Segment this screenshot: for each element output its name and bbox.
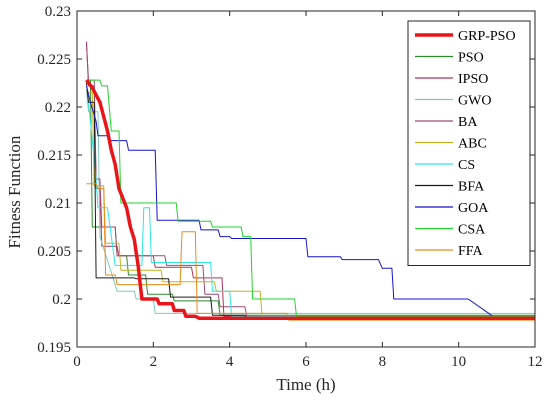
legend-label: PSO xyxy=(458,51,484,66)
x-tick-label: 12 xyxy=(528,354,543,370)
legend-label: GOA xyxy=(458,201,489,216)
y-tick-label: 0.22 xyxy=(45,100,71,116)
y-tick-label: 0.21 xyxy=(45,196,71,212)
series-line-ba xyxy=(86,44,535,317)
series-line-gwo xyxy=(86,89,535,314)
y-tick-label: 0.195 xyxy=(37,340,71,356)
legend-label: GRP-PSO xyxy=(458,29,516,44)
legend-label: BFA xyxy=(458,180,485,195)
axes-layer: 0 2 4 6 8 10 12 0.195 0.2 0.205 0.21 0.215 0.22 0.225… xyxy=(37,4,542,370)
legend: GRP-PSO PSO IPSO GWO BA ABC CS BFA GOA CSA FFA xyxy=(407,20,531,266)
series-line-cs xyxy=(86,101,535,317)
y-axis-title: Fitness Function xyxy=(5,135,24,248)
legend-label: IPSO xyxy=(458,72,488,87)
legend-label: FFA xyxy=(458,244,484,259)
legend-label: ABC xyxy=(458,137,487,152)
legend-box xyxy=(407,20,531,266)
x-tick-label: 6 xyxy=(302,354,310,370)
legend-label: CSA xyxy=(458,223,486,238)
x-tick-label: 4 xyxy=(226,354,234,370)
y-tick-label: 0.205 xyxy=(37,244,71,260)
x-tick-label: 10 xyxy=(451,354,466,370)
legend-label: CS xyxy=(458,158,475,173)
legend-label: BA xyxy=(458,115,478,130)
legend-label: GWO xyxy=(458,94,491,109)
x-tick-label: 8 xyxy=(379,354,387,370)
series-layer xyxy=(85,41,535,321)
series-line-bfa xyxy=(86,82,535,318)
series-line-grp-pso xyxy=(85,79,535,320)
series-line-abc xyxy=(86,92,535,317)
series-line-ffa xyxy=(86,183,535,321)
series-line-csa xyxy=(86,79,535,317)
y-tick-label: 0.2 xyxy=(52,292,71,308)
y-tick-label: 0.215 xyxy=(37,148,71,164)
x-tick-label: 2 xyxy=(150,354,158,370)
y-tick-label: 0.225 xyxy=(37,52,71,68)
y-tick-label: 0.23 xyxy=(45,4,71,20)
x-axis-title: Time (h) xyxy=(276,375,335,394)
x-tick-label: 0 xyxy=(73,354,81,370)
